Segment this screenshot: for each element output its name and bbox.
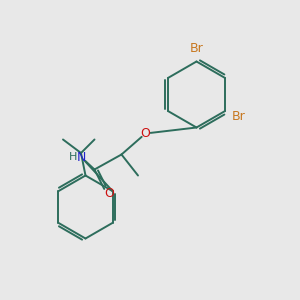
Text: O: O: [141, 127, 150, 140]
Text: O: O: [105, 187, 114, 200]
Text: Br: Br: [190, 41, 203, 55]
Text: N: N: [77, 151, 86, 164]
Text: H: H: [69, 152, 78, 163]
Text: Br: Br: [232, 110, 245, 124]
